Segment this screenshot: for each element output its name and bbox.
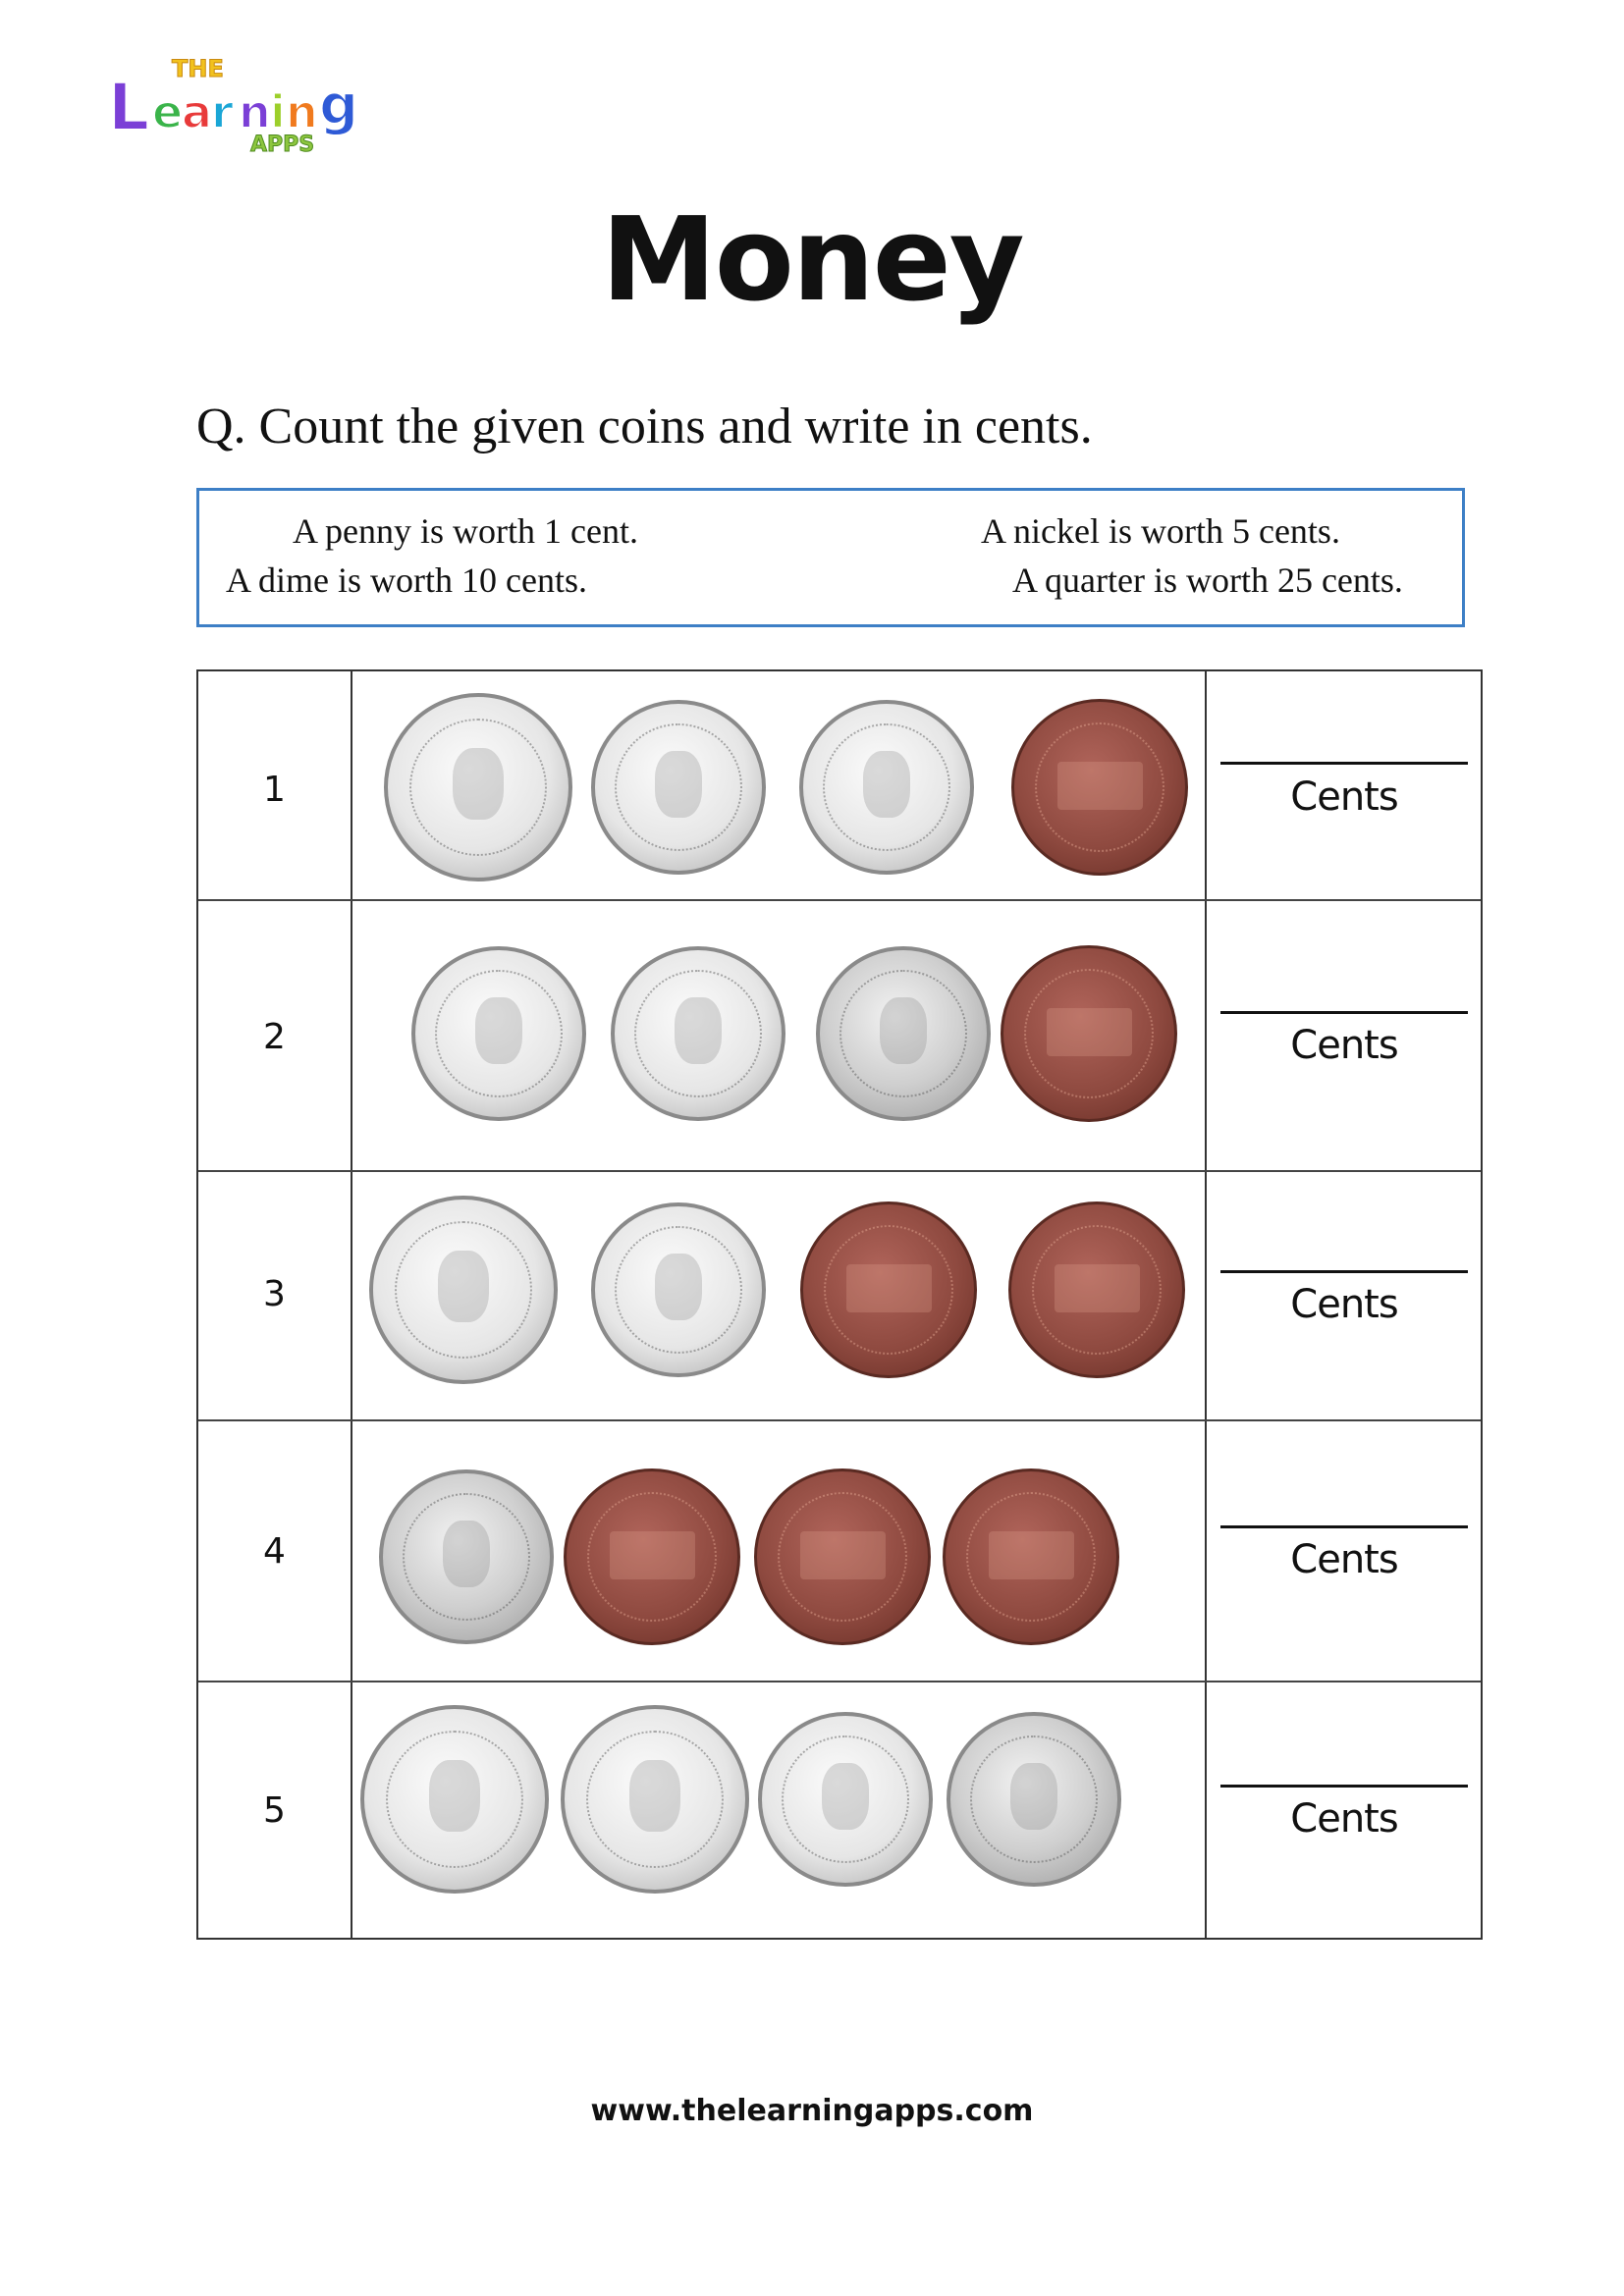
- row-number: 2: [263, 1017, 286, 1057]
- answer-line[interactable]: [1220, 1011, 1468, 1014]
- answer-line[interactable]: [1220, 762, 1468, 765]
- coin-values-box: A penny is worth 1 cent. A nickel is wor…: [196, 488, 1465, 627]
- unit-label: Cents: [1290, 1537, 1398, 1582]
- unit-label: Cents: [1290, 774, 1398, 820]
- unit-label: Cents: [1290, 1282, 1398, 1327]
- penny-coin-icon: [800, 1201, 977, 1378]
- page-title: Money: [601, 191, 1024, 327]
- nickel-value-text: A nickel is worth 5 cents.: [981, 511, 1340, 551]
- dime-coin-icon: [799, 700, 974, 875]
- svg-text:i: i: [270, 85, 286, 138]
- quarter-value-text: A quarter is worth 25 cents.: [1012, 561, 1403, 600]
- row-number: 3: [263, 1274, 286, 1314]
- half-dollar-coin-icon: [561, 1705, 749, 1894]
- nickel-coin-icon: [947, 1712, 1121, 1887]
- penny-coin-icon: [1001, 945, 1177, 1122]
- penny-coin-icon: [564, 1468, 740, 1645]
- dime-coin-icon: [591, 1202, 766, 1377]
- svg-text:L: L: [108, 70, 149, 145]
- svg-text:n: n: [239, 85, 271, 138]
- row-number: 1: [263, 770, 286, 810]
- svg-text:APPS: APPS: [250, 133, 314, 157]
- penny-coin-icon: [943, 1468, 1119, 1645]
- question-text: Q. Count the given coins and write in ce…: [196, 399, 1093, 454]
- penny-coin-icon: [1011, 699, 1188, 876]
- unit-label: Cents: [1290, 1796, 1398, 1842]
- dime-coin-icon: [591, 700, 766, 875]
- coin-count-table: 1 Cents 2 Cents 3 Cents 4 Cents 5 Cents: [196, 669, 1483, 1940]
- the-learning-apps-logo: THE L e a r n i n g APPS: [107, 55, 359, 158]
- dime-coin-icon: [411, 946, 586, 1121]
- penny-value-text: A penny is worth 1 cent.: [293, 511, 638, 551]
- nickel-coin-icon: [379, 1469, 554, 1644]
- nickel-coin-icon: [816, 946, 991, 1121]
- dime-coin-icon: [758, 1712, 933, 1887]
- unit-label: Cents: [1290, 1023, 1398, 1068]
- website-footer: www.thelearningapps.com: [590, 2094, 1034, 2128]
- row-number: 4: [263, 1531, 286, 1572]
- row-number: 5: [263, 1790, 286, 1831]
- half-dollar-coin-icon: [369, 1196, 558, 1384]
- dime-value-text: A dime is worth 10 cents.: [226, 561, 587, 600]
- dime-coin-icon: [611, 946, 785, 1121]
- answer-line[interactable]: [1220, 1785, 1468, 1788]
- penny-coin-icon: [1008, 1201, 1185, 1378]
- half-dollar-coin-icon: [384, 693, 572, 881]
- answer-line[interactable]: [1220, 1525, 1468, 1528]
- svg-text:r: r: [211, 85, 234, 138]
- svg-text:n: n: [286, 85, 318, 138]
- svg-text:g: g: [319, 74, 358, 137]
- half-dollar-coin-icon: [360, 1705, 549, 1894]
- answer-line[interactable]: [1220, 1270, 1468, 1273]
- svg-text:e: e: [152, 85, 183, 138]
- svg-text:a: a: [182, 85, 212, 138]
- svg-text:THE: THE: [172, 55, 224, 82]
- penny-coin-icon: [754, 1468, 931, 1645]
